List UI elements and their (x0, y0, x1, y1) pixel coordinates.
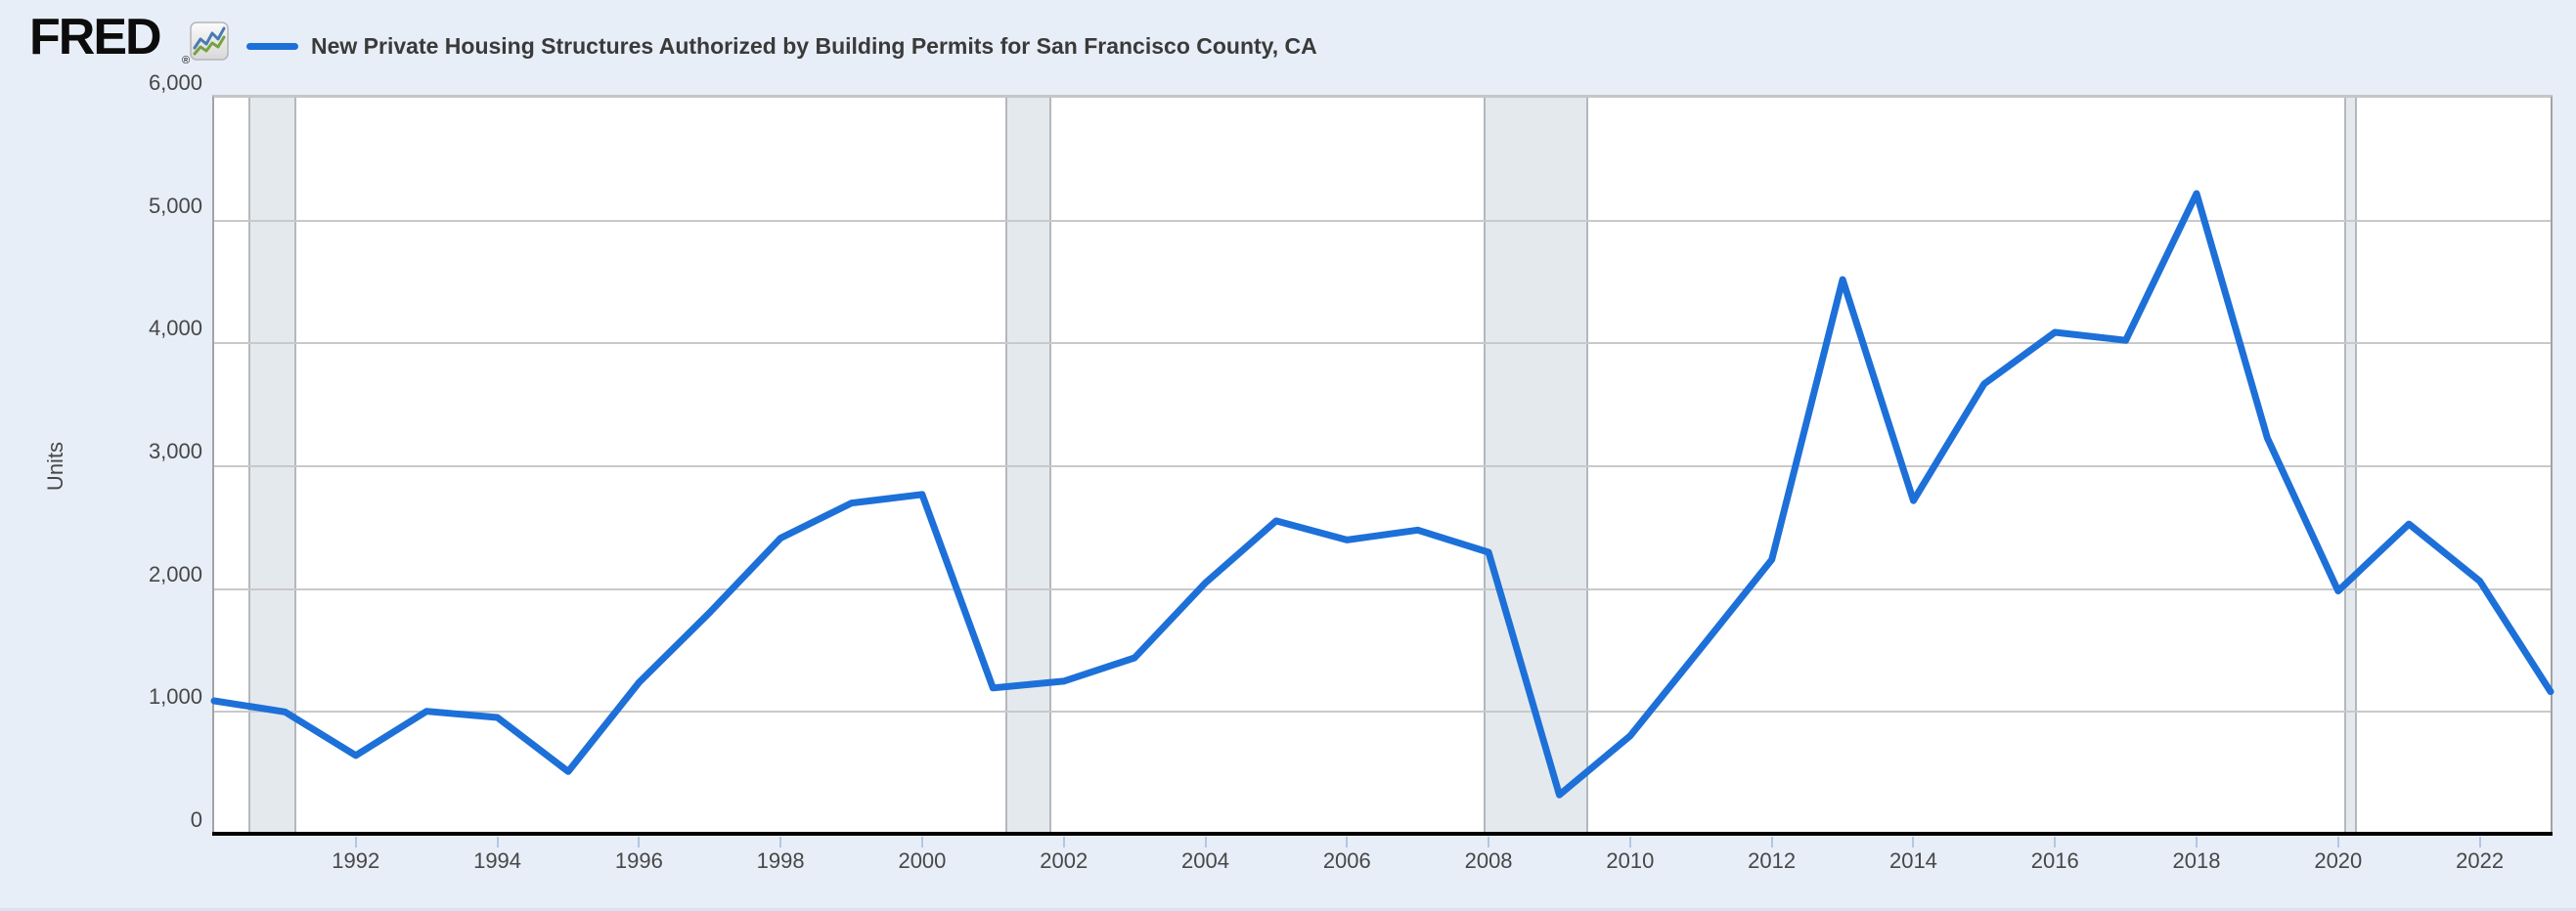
x-tick-label: 2022 (2456, 848, 2505, 873)
x-tick-label: 2002 (1040, 848, 1088, 873)
x-tick-mark (779, 837, 782, 847)
x-tick-label: 2008 (1464, 848, 1513, 873)
y-tick-label: 2,000 (148, 561, 202, 586)
x-tick-label: 1992 (332, 848, 380, 873)
series-legend-line (246, 43, 298, 50)
x-tick-label: 1996 (614, 848, 663, 873)
x-tick-label: 2012 (1748, 848, 1797, 873)
x-axis-line (212, 832, 2553, 836)
x-tick-label: 2006 (1322, 848, 1371, 873)
x-tick-label: 2004 (1181, 848, 1229, 873)
series-line (210, 190, 2554, 799)
y-tick-label: 3,000 (148, 439, 202, 463)
x-tick-mark (2196, 837, 2198, 847)
x-tick-mark (1204, 837, 1207, 847)
x-tick-label: 2000 (898, 848, 947, 873)
y-tick-label: 0 (190, 807, 202, 832)
x-tick-mark (1346, 837, 1349, 847)
fred-sparkline-icon (190, 22, 229, 61)
x-tick-label: 2016 (2030, 848, 2079, 873)
x-tick-mark (1488, 837, 1490, 847)
y-tick-label: 6,000 (148, 70, 202, 95)
chart-title: New Private Housing Structures Authorize… (311, 33, 1317, 59)
y-tick-label: 5,000 (148, 193, 202, 218)
fred-logo: FRED (29, 9, 162, 65)
x-tick-label: 2010 (1606, 848, 1655, 873)
x-tick-label: 2014 (1888, 848, 1937, 873)
bottom-edge-strip (0, 908, 2576, 911)
x-tick-mark (2336, 837, 2339, 847)
plot-area[interactable] (210, 95, 2554, 835)
y-gridline (214, 711, 2551, 714)
x-tick-mark (2054, 837, 2057, 847)
series-line-canvas (210, 190, 2554, 799)
x-tick-mark (1628, 837, 1631, 847)
x-tick-mark (354, 837, 357, 847)
x-tick-mark (638, 837, 641, 847)
y-gridline (214, 465, 2551, 467)
x-tick-label: 2018 (2172, 848, 2221, 873)
registered-trademark: ® (182, 55, 191, 66)
x-tick-mark (2478, 837, 2481, 847)
x-tick-mark (920, 837, 923, 847)
x-tick-label: 1994 (473, 848, 522, 873)
x-tick-mark (1912, 837, 1915, 847)
x-tick-mark (496, 837, 499, 847)
y-tick-label: 1,000 (148, 684, 202, 710)
x-tick-label: 2020 (2314, 848, 2363, 873)
y-gridline (214, 342, 2551, 345)
x-tick-mark (1770, 837, 1773, 847)
x-tick-label: 1998 (756, 848, 805, 873)
y-gridline (214, 219, 2551, 222)
y-gridline (214, 587, 2551, 590)
y-tick-label: 4,000 (148, 316, 202, 341)
x-tick-mark (1062, 837, 1065, 847)
